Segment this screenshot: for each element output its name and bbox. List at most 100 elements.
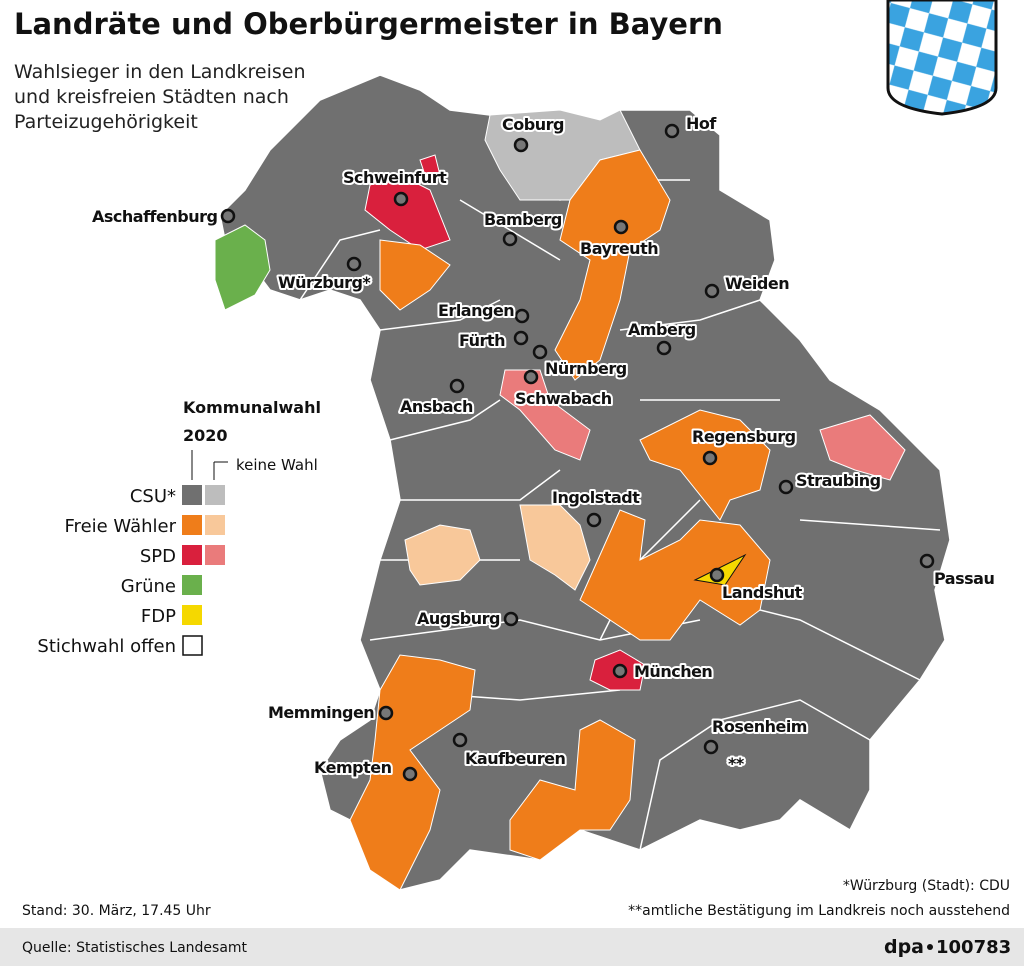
stand: Stand: 30. März, 17.45 Uhr [22,903,211,919]
swatch [205,515,225,535]
dot [503,611,519,627]
gruene-region [214,224,271,311]
legend-title: Kommunalwahl [183,398,321,417]
fw-region [509,719,636,861]
city-labels: Coburg Hof Schweinfurt Aschaffenburg Bam… [90,112,997,779]
city-label: Bamberg [484,210,562,229]
dot [532,344,548,360]
fw-region [639,409,771,521]
legend-label: Stichwahl offen [37,636,176,657]
dot [523,369,539,385]
city-label: Schwabach [515,389,612,408]
city-label: Weiden [725,274,789,293]
city-label: Aschaffenburg [92,207,217,226]
city-label: München [634,662,712,681]
dot [449,378,465,394]
dot [513,330,529,346]
city-label: Kaufbeuren [465,749,565,768]
footnote: *Würzburg (Stadt): CDU [843,878,1010,894]
subtitle: Wahlsieger in den Landkreisen [14,61,306,83]
city-label: Augsburg [417,609,500,628]
dot [613,219,629,235]
subtitle: und kreisfreien Städten nach [14,86,289,108]
agency-dot [927,944,933,950]
city-label: Kempten [314,758,392,777]
source: Quelle: Statistisches Landesamt [22,940,248,956]
dot [378,705,394,721]
coat-of-arms [886,0,998,116]
city-label: Nürnberg [545,359,627,378]
city-label: Regensburg [692,427,796,446]
dot [393,191,409,207]
swatch [205,545,225,565]
city-label: Bayreuth [580,239,658,258]
fw-region [554,149,671,381]
city-label: ** [728,754,745,773]
agency: dpa [884,936,924,958]
schweinfurt-region [364,154,451,251]
swatch [182,635,203,656]
fw-light-region [519,504,591,591]
dot [346,256,362,272]
dot [612,663,628,679]
legend-label: Grüne [121,576,176,597]
legend-label: CSU* [130,486,176,507]
dot [656,340,672,356]
map [214,74,951,891]
legend-title: 2020 [183,426,228,445]
graphic-id: 100783 [936,937,1011,958]
fw-light-region [404,524,481,586]
city-label: Hof [686,114,717,133]
dot [709,567,725,583]
dot [703,739,719,755]
dot [452,732,468,748]
city-label: Memmingen [268,703,374,722]
city-label: Würzburg* [278,273,371,292]
city-label: Coburg [502,115,564,134]
dot [502,231,518,247]
spd-light-region [499,369,591,461]
city-label: Ansbach [400,397,473,416]
city-label: Rosenheim [712,717,807,736]
dot [664,123,680,139]
dot [514,308,530,324]
legend-no-election: keine Wahl [236,456,318,474]
legend-label: Freie Wähler [65,516,177,537]
dot [778,479,794,495]
dot [220,208,236,224]
legend-label: SPD [140,546,176,567]
fw-region [579,509,771,641]
dot [704,283,720,299]
fw-region [379,239,451,311]
city-label: Fürth [459,331,505,350]
swatch [182,605,202,625]
city-label: Ingolstadt [552,488,640,507]
legend-label: FDP [141,606,176,627]
subtitle: Parteizugehörigkeit [14,111,198,133]
swatch [182,575,202,595]
title: Landräte und Oberbürgermeister in Bayern [14,7,723,41]
city-label: Passau [934,569,994,588]
swatch [182,545,202,565]
dot [702,450,718,466]
city-label: Landshut [722,583,803,602]
swatch [182,515,202,535]
city-label: Straubing [796,471,881,490]
dot [513,137,529,153]
footnote: **amtliche Bestätigung im Landkreis noch… [628,903,1010,919]
dot [919,553,935,569]
city-label: Erlangen [438,301,514,320]
legend-connector [191,450,228,480]
dot [586,512,602,528]
swatch [182,485,202,505]
footer-bar [0,928,1024,966]
dot [402,766,418,782]
spd-light-region [819,414,906,481]
city-dots [220,123,935,782]
legend: Kommunalwahl 2020 keine Wahl CSU* Freie … [37,398,321,657]
city-label: Schweinfurt [343,168,447,187]
swatch [205,485,225,505]
city-label: Amberg [628,320,696,339]
